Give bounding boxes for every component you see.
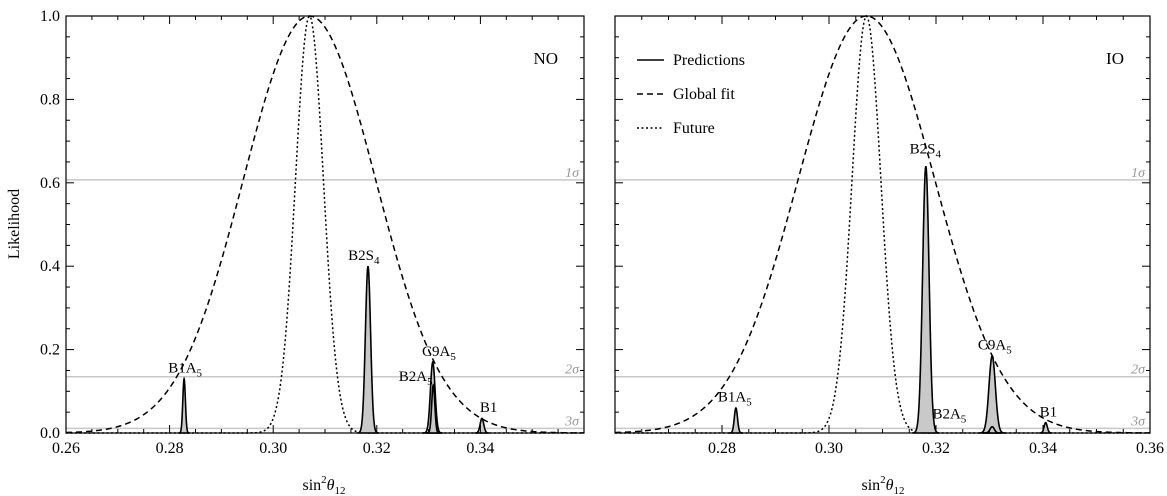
peak-label: B2S4 [348, 248, 380, 267]
panel-inverted-ordering: 1σ 2σ 3σ B1A5 B2S4 C9A5 B2A5 B1 0.28 0.30 0.32 0.34… [614, 14, 1164, 457]
y-tick-label: 0.2 [40, 342, 60, 359]
y-tick-label: 0.0 [40, 425, 60, 442]
prediction-peak [178, 376, 191, 434]
panel-label: NO [533, 49, 558, 68]
future-curve [66, 14, 584, 434]
sigma-label: 1σ [565, 166, 580, 181]
x-tick-label: 0.34 [466, 440, 494, 457]
peak-label: B2A5 [932, 406, 966, 425]
x-tick-label: 0.30 [815, 440, 843, 457]
prediction-peak [728, 406, 744, 434]
peak-label: B1A5 [168, 361, 202, 380]
x-axis-label-left: sin2θ12 [302, 474, 345, 496]
sigma-label: 3σ [564, 414, 580, 429]
sigma-label: 3σ [1130, 414, 1146, 429]
legend-label: Global fit [673, 86, 735, 103]
y-tick-label: 0.4 [40, 258, 60, 275]
peak-label: B2S4 [910, 142, 942, 161]
prediction-peak [474, 417, 490, 434]
peak-label: B1 [480, 400, 498, 416]
x-tick-label: 0.32 [922, 440, 950, 457]
y-axis-label: Likelihood [6, 189, 23, 259]
global-fit-curve [614, 15, 1151, 434]
prediction-peak [356, 266, 380, 434]
peak-label: B1 [1040, 404, 1058, 420]
legend-label: Predictions [673, 52, 745, 69]
x-tick-label: 0.28 [708, 440, 736, 457]
y-tick-label: 0.6 [40, 175, 60, 192]
peak-label: B1A5 [718, 390, 752, 409]
global-fit-curve [65, 15, 585, 434]
panel-normal-ordering: 1σ 2σ 3σ B1A5 B2S4 C9A5 B2A5 B1 0.26 0.28 0.30 0.32… [40, 8, 585, 457]
sigma-label: 2σ [1131, 363, 1146, 378]
sigma-label: 1σ [1131, 166, 1146, 181]
x-tick-label: 0.30 [259, 440, 287, 457]
x-tick-label: 0.36 [1136, 440, 1164, 457]
x-axis-label-right: sin2θ12 [861, 474, 904, 496]
prediction-peak [912, 165, 940, 434]
sigma-label: 2σ [565, 363, 580, 378]
legend-label: Future [673, 120, 715, 137]
future-curve [615, 14, 1150, 434]
peak-label: C9A5 [978, 338, 1012, 357]
x-tick-label: 0.28 [156, 440, 184, 457]
peak-label: C9A5 [422, 344, 456, 363]
legend: Predictions Global fit Future [637, 52, 745, 137]
prediction-peak [978, 354, 1006, 434]
plot-frame [614, 15, 1151, 434]
plot-frame [65, 15, 585, 434]
x-tick-label: 0.34 [1029, 440, 1057, 457]
x-tick-label: 0.26 [52, 440, 80, 457]
y-tick-label: 1.0 [40, 8, 60, 25]
x-tick-label: 0.32 [363, 440, 391, 457]
y-tick-label: 0.8 [40, 91, 60, 108]
peak-label: B2A5 [399, 369, 433, 388]
panel-label: IO [1106, 49, 1124, 68]
